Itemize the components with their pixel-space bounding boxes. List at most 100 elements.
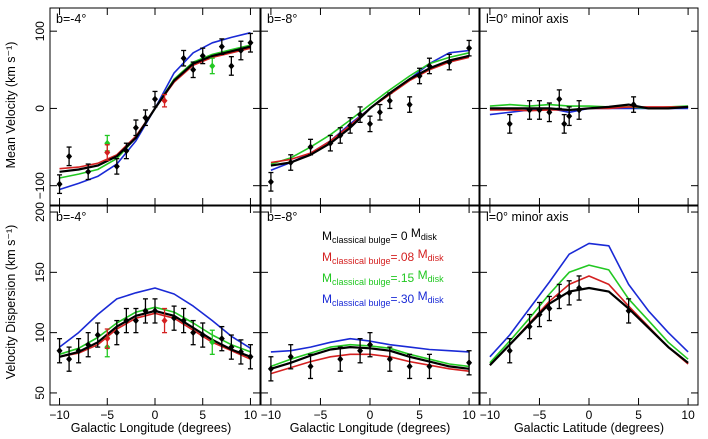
- data-point: [123, 317, 130, 325]
- series-line-blue: [489, 242, 689, 358]
- data-point: [218, 43, 225, 51]
- series-line-black: [489, 103, 689, 112]
- data-point: [132, 317, 139, 325]
- data-point: [113, 162, 120, 170]
- data-point: [406, 362, 413, 370]
- panel-bottom-middle: b=-8° −10 −5 0 5 10: [260, 205, 480, 422]
- data-point: [66, 152, 73, 160]
- data-point: [180, 54, 187, 62]
- series-line-green: [489, 264, 689, 364]
- x-tick-label: −5: [533, 408, 547, 422]
- data-point: [152, 95, 158, 103]
- data-point: [123, 147, 130, 155]
- data-point: [228, 62, 235, 70]
- data-point: [237, 46, 244, 54]
- data-point: [85, 168, 92, 176]
- data-point: [556, 95, 563, 103]
- x-tick-label: 0: [367, 408, 374, 422]
- data-point: [56, 180, 63, 188]
- data-point: [506, 120, 513, 128]
- data-point: [247, 39, 254, 47]
- y-tick-label: 50: [33, 386, 47, 400]
- y-tick-label: 0: [33, 105, 47, 112]
- legend-entry: Mclassical bulge= 0 Mdisk: [322, 226, 437, 245]
- data-point: [104, 148, 111, 156]
- data-point: [199, 52, 206, 60]
- data-point: [209, 62, 216, 70]
- x-tick-label: 5: [416, 408, 423, 422]
- x-tick-label: 0: [152, 408, 159, 422]
- data-point: [566, 112, 573, 120]
- data-point: [56, 347, 63, 355]
- panel-bottom-right: l=0° minor axis −10 −5 0 5 10: [479, 205, 699, 422]
- data-point: [171, 314, 178, 322]
- y-tick-label: −100: [33, 172, 47, 199]
- y-axis-label-velocity-dispersion: Velocity Dispersion (km s⁻¹): [4, 225, 18, 380]
- data-point: [190, 66, 197, 74]
- data-point: [426, 62, 433, 70]
- data-point: [199, 331, 206, 339]
- legend: Mclassical bulge= 0 Mdisk Mclassical bulg…: [322, 226, 444, 308]
- data-point: [536, 106, 543, 114]
- data-point: [576, 106, 583, 114]
- data-point: [327, 139, 334, 147]
- panel-title: l=0° minor axis: [486, 210, 568, 224]
- data-point: [536, 311, 543, 319]
- series-line-green: [59, 44, 251, 179]
- data-point: [347, 121, 354, 129]
- data-point: [267, 178, 274, 186]
- data-point: [630, 101, 637, 109]
- y-tick-label: 200: [33, 202, 47, 222]
- data-point: [161, 97, 168, 105]
- x-tick-label: −10: [480, 408, 501, 422]
- data-point: [228, 343, 235, 351]
- data-point: [307, 362, 314, 370]
- y-tick-label: 100: [33, 21, 47, 41]
- data-point: [556, 292, 563, 300]
- data-point: [94, 331, 101, 339]
- y-tick-label: 150: [33, 262, 47, 282]
- x-tick-label: 0: [586, 408, 593, 422]
- data-point: [357, 347, 364, 355]
- y-axis-label-mean-velocity: Mean Velocity (km s⁻¹): [4, 42, 18, 169]
- x-tick-label: 10: [244, 408, 258, 422]
- data-point: [466, 359, 473, 367]
- x-axis-label-left: Galactic Longitude (degrees): [71, 421, 232, 435]
- panel-bottom-left: b=-4° −10 −5 0 5 10 50 100 150 200: [33, 202, 261, 422]
- x-tick-label: −10: [49, 408, 70, 422]
- data-point: [576, 284, 583, 292]
- panel-title: b=-8°: [267, 210, 297, 224]
- series-line-black: [270, 54, 470, 167]
- data-point: [142, 307, 149, 315]
- panel-title: l=0° minor axis: [486, 12, 568, 26]
- data-point: [152, 307, 158, 315]
- data-point: [337, 355, 344, 363]
- data-point: [142, 114, 149, 122]
- panel-top-left: b=-4° −100 0 100: [33, 7, 261, 206]
- data-point: [190, 329, 197, 337]
- y-tick-label: 100: [33, 322, 47, 342]
- x-tick-label: 10: [462, 408, 476, 422]
- data-point: [267, 365, 274, 373]
- x-axis-label-middle: Galactic Longitude (degrees): [290, 421, 451, 435]
- data-point: [376, 108, 383, 116]
- data-point: [506, 347, 513, 355]
- x-axis-label-right: Galactic Latitude (degrees): [514, 421, 664, 435]
- data-point: [386, 355, 393, 363]
- panel-top-right: l=0° minor axis: [479, 7, 699, 206]
- data-point: [75, 347, 82, 355]
- data-point: [406, 101, 413, 109]
- data-point: [466, 44, 473, 52]
- legend-entry: Mclassical bulge=.08 Mdisk: [322, 247, 444, 266]
- data-point: [113, 329, 120, 337]
- data-point: [161, 317, 168, 325]
- x-tick-label: 5: [635, 408, 642, 422]
- data-point: [416, 72, 423, 80]
- data-point: [426, 362, 433, 370]
- data-point: [209, 338, 216, 346]
- x-tick-label: −5: [314, 408, 328, 422]
- series-line-red: [270, 56, 470, 164]
- data-point: [180, 317, 187, 325]
- data-point: [132, 124, 139, 132]
